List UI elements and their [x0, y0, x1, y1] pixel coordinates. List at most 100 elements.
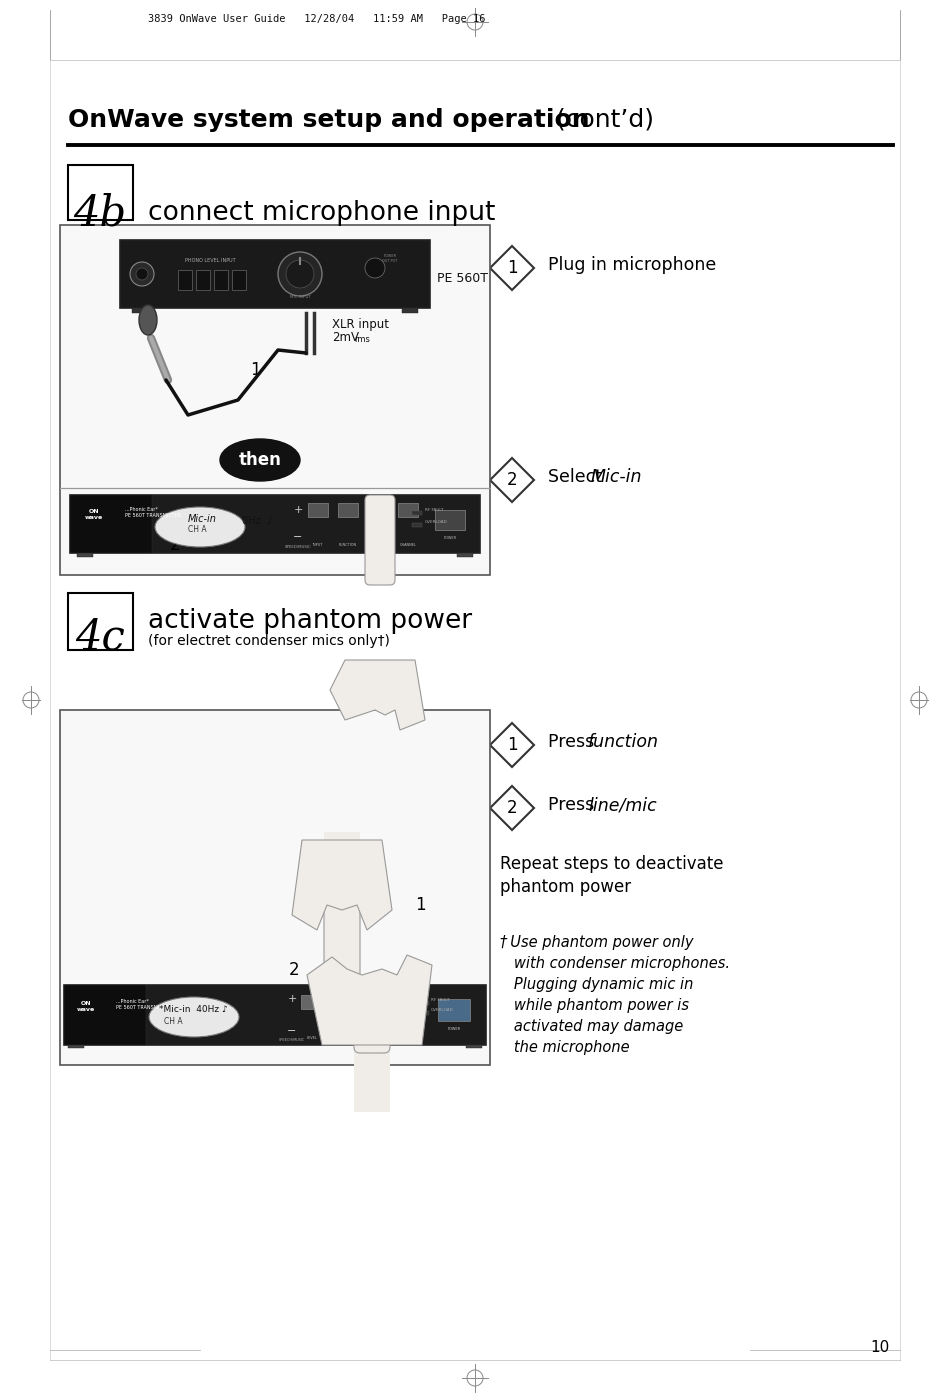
Text: XLR input: XLR input [332, 318, 389, 330]
Text: *Mic-in  40Hz ♪: *Mic-in 40Hz ♪ [159, 1005, 228, 1014]
Text: 2: 2 [170, 536, 180, 554]
Text: 2: 2 [289, 960, 299, 979]
Text: POWER: POWER [447, 1028, 461, 1030]
Text: SPEECH/MUSIC: SPEECH/MUSIC [278, 1037, 305, 1042]
Text: FUNCTION: FUNCTION [339, 543, 357, 547]
Bar [64, 986, 486, 1044]
Bar [70, 496, 152, 553]
Text: 3839 OnWave User Guide   12/28/04   11:59 AM   Page 16: 3839 OnWave User Guide 12/28/04 11:59 AM… [148, 14, 485, 24]
Bar [301, 995, 323, 1009]
Bar [132, 308, 148, 314]
Bar [331, 995, 353, 1009]
Bar [402, 308, 418, 314]
FancyBboxPatch shape [324, 832, 360, 910]
Bar [308, 503, 328, 517]
Text: LEVEL: LEVEL [307, 1036, 317, 1040]
Bar [466, 1044, 482, 1049]
Circle shape [130, 262, 154, 286]
Text: 2: 2 [506, 470, 518, 489]
Polygon shape [307, 955, 432, 1044]
Bar [232, 270, 246, 290]
Text: −: − [294, 532, 303, 542]
Text: while phantom power is: while phantom power is [500, 998, 689, 1014]
Text: Mic-in: Mic-in [591, 468, 642, 486]
Text: CH A: CH A [164, 1016, 182, 1025]
Bar [391, 995, 413, 1009]
Bar [60, 225, 490, 575]
Text: Press: Press [548, 734, 599, 750]
Text: LINE/MIC: LINE/MIC [370, 543, 386, 547]
Polygon shape [292, 840, 392, 930]
Bar [412, 511, 422, 515]
Text: CHANNEL: CHANNEL [393, 1036, 410, 1040]
Text: PHONO LEVEL INPUT: PHONO LEVEL INPUT [184, 258, 236, 263]
Text: −: − [287, 1026, 296, 1036]
Bar [419, 1011, 429, 1015]
Text: MIC INPUT: MIC INPUT [290, 295, 311, 300]
Bar [398, 503, 418, 517]
Text: ...Phonic Ear*
PE 560T TRANSMITTER: ...Phonic Ear* PE 560T TRANSMITTER [125, 507, 180, 518]
Polygon shape [490, 458, 534, 503]
Text: (for electret condenser mics only†): (for electret condenser mics only†) [148, 634, 390, 648]
Text: RF FAULT: RF FAULT [425, 508, 444, 512]
Bar [419, 1001, 429, 1005]
Polygon shape [490, 722, 534, 767]
Text: ON
wave: ON wave [77, 1001, 95, 1012]
Text: rms: rms [354, 335, 370, 344]
Text: Press: Press [548, 797, 599, 813]
Text: † Use phantom power only: † Use phantom power only [500, 935, 694, 951]
Text: OnWave system setup and operation: OnWave system setup and operation [68, 108, 590, 132]
Text: the microphone: the microphone [500, 1040, 630, 1056]
Text: line/mic: line/mic [588, 797, 656, 813]
Circle shape [286, 260, 314, 288]
Polygon shape [490, 246, 534, 290]
Text: Mic-in: Mic-in [188, 514, 217, 524]
Text: FUNCTION: FUNCTION [332, 1036, 352, 1040]
Text: 2: 2 [506, 799, 518, 818]
Text: 1: 1 [415, 896, 426, 914]
Text: PE 560T: PE 560T [437, 272, 488, 284]
Text: with condenser microphones.: with condenser microphones. [500, 956, 730, 972]
Bar [70, 496, 480, 553]
Text: 0Hz  ♪: 0Hz ♪ [242, 517, 273, 526]
Circle shape [278, 252, 322, 295]
Text: Plug in microphone: Plug in microphone [548, 256, 716, 274]
FancyBboxPatch shape [324, 883, 360, 981]
Polygon shape [392, 876, 448, 932]
Text: Plugging dynamic mic in: Plugging dynamic mic in [500, 977, 694, 993]
Bar [435, 510, 465, 531]
Text: 10: 10 [870, 1340, 889, 1355]
Polygon shape [490, 785, 534, 830]
Bar [368, 503, 388, 517]
Bar [178, 270, 192, 290]
Text: +: + [294, 505, 303, 515]
Bar [120, 239, 430, 308]
Bar [361, 995, 383, 1009]
Text: ...Phonic Ear*
PE 560T TRANSMITTER: ...Phonic Ear* PE 560T TRANSMITTER [116, 1000, 172, 1009]
Text: 1: 1 [506, 259, 518, 277]
Text: 4c: 4c [75, 617, 125, 659]
Bar [68, 1044, 84, 1049]
Bar [196, 270, 210, 290]
Text: CHANNEL: CHANNEL [400, 543, 416, 547]
Text: +: + [287, 994, 296, 1004]
Bar [77, 553, 93, 557]
Text: CH A: CH A [188, 525, 207, 535]
Bar [68, 165, 133, 220]
Text: LINE/MIC: LINE/MIC [364, 1036, 380, 1040]
Text: 4b: 4b [73, 192, 126, 234]
Text: Repeat steps to deactivate: Repeat steps to deactivate [500, 855, 724, 874]
Bar [438, 1000, 470, 1021]
Ellipse shape [220, 440, 300, 482]
Text: OVERLOAD: OVERLOAD [425, 519, 447, 524]
Text: 1: 1 [250, 361, 260, 379]
Text: connect microphone input: connect microphone input [148, 200, 495, 225]
Text: SPEED/MUSIC: SPEED/MUSIC [285, 545, 312, 549]
Text: phantom power: phantom power [500, 878, 631, 896]
Bar [64, 986, 146, 1044]
Bar [214, 270, 228, 290]
Text: POWER
OUT PUT: POWER OUT PUT [382, 253, 398, 263]
Bar [338, 503, 358, 517]
Text: 1: 1 [506, 736, 518, 755]
Polygon shape [147, 517, 203, 573]
